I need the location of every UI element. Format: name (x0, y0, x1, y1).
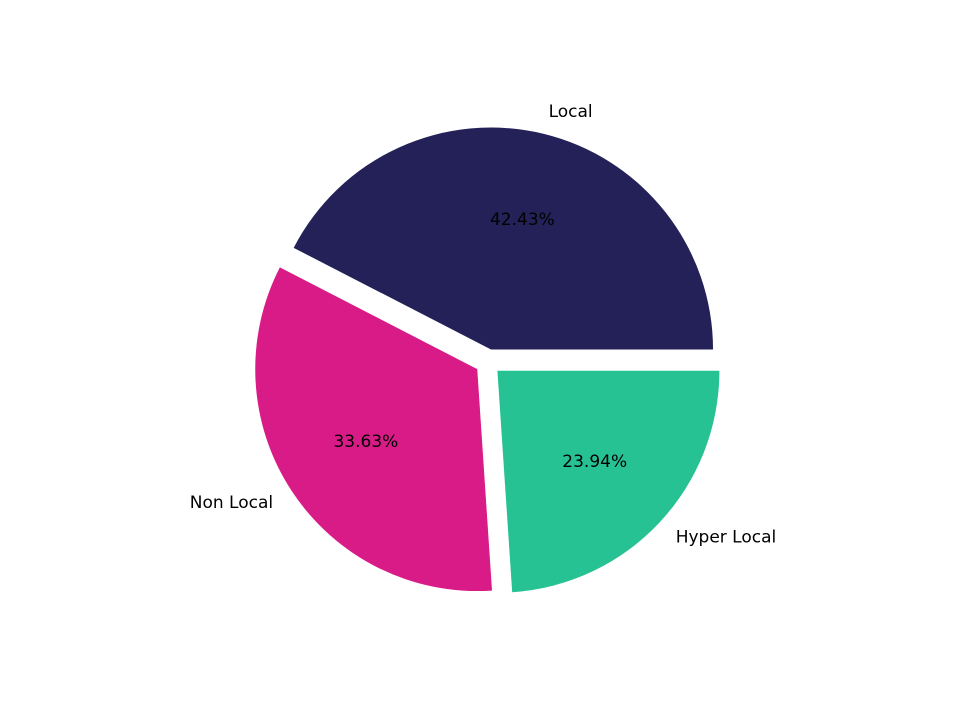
pie-pct-local: 42.43% (490, 210, 555, 230)
pie-slice-non-local (255, 267, 493, 592)
pie-slice-hyper-local (497, 370, 720, 593)
pie-label-non-local: Non Local (190, 493, 273, 513)
pie-label-local: Local (549, 102, 593, 122)
pie-pct-non-local: 33.63% (333, 432, 398, 452)
pie-label-hyper-local: Hyper Local (676, 528, 777, 548)
pie-pct-hyper-local: 23.94% (562, 452, 627, 472)
pie-slice-local (293, 127, 714, 350)
